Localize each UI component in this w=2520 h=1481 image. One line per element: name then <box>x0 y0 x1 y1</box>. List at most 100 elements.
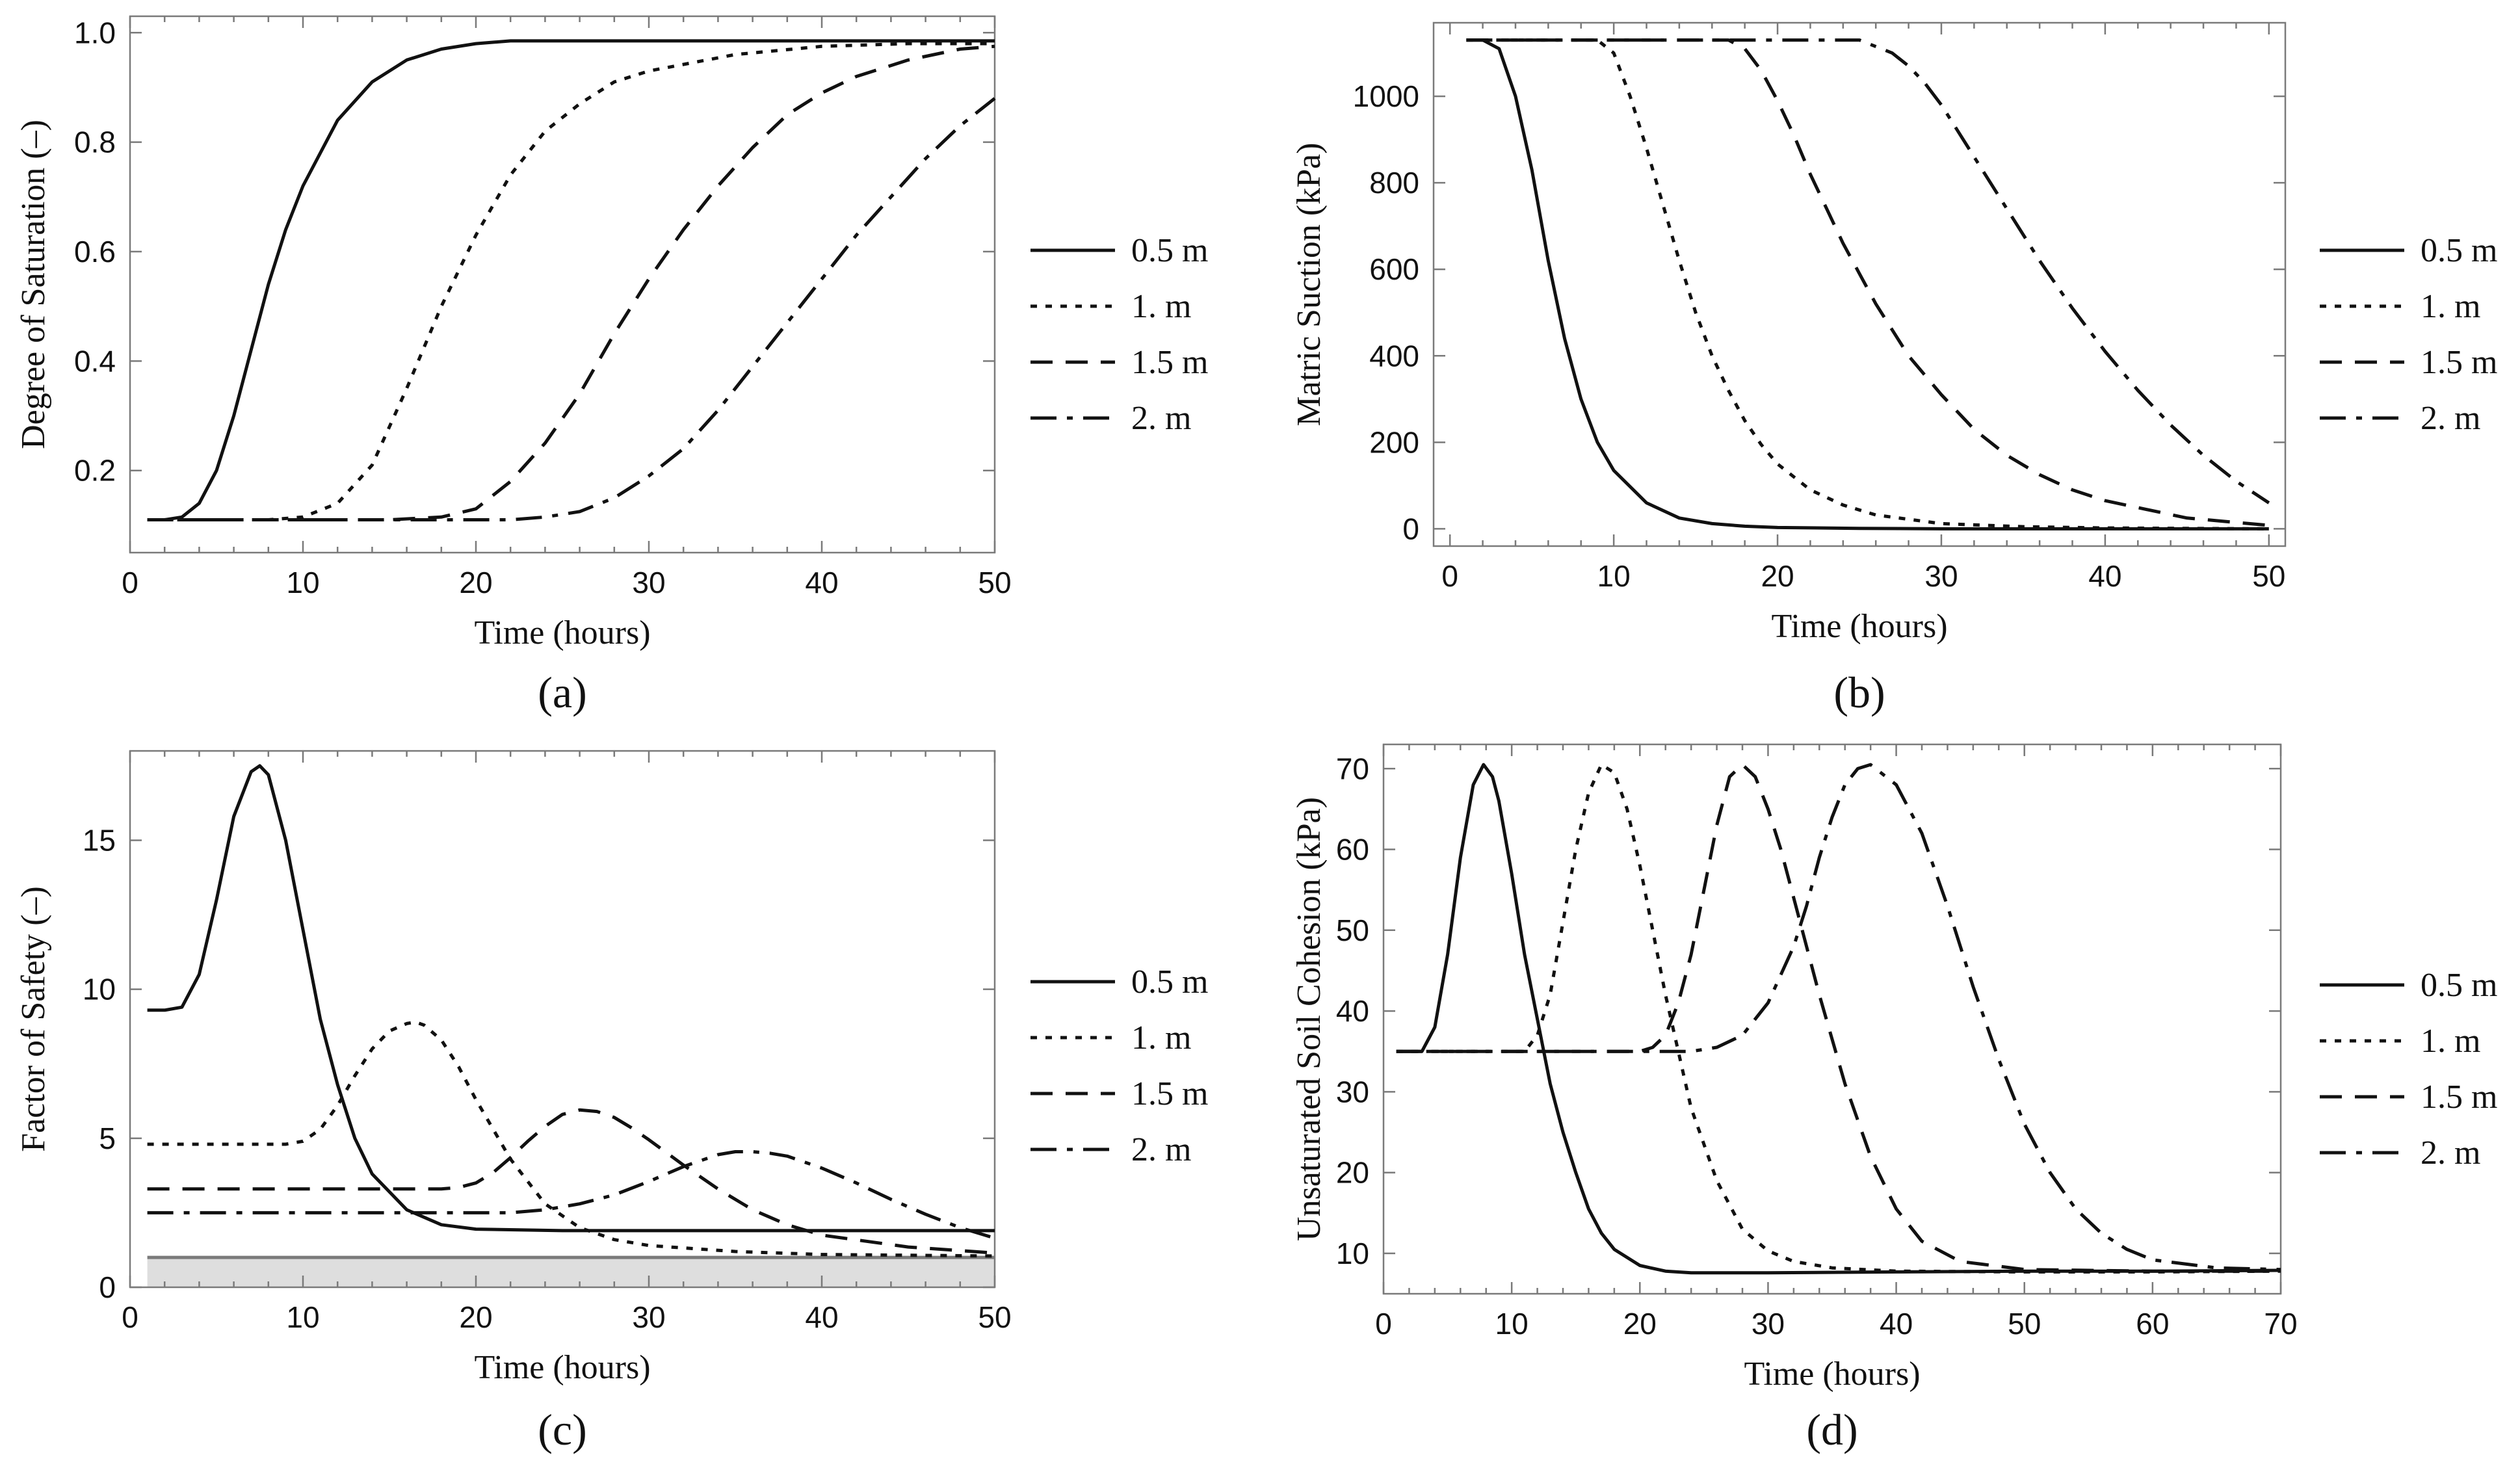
panel-a: 0 10 20 30 40 50 0.2 0.4 0.6 0.8 1.0 Time (hours) De… <box>15 15 1208 717</box>
series-line-0-5-m <box>1466 38 2269 531</box>
legend-label: 1. m <box>2421 288 2480 325</box>
x-tick-label: 40 <box>2088 559 2121 593</box>
y-tick-label: 1000 <box>1353 79 1419 113</box>
legend-label: 2. m <box>1131 1131 1191 1168</box>
safety-threshold-band <box>147 1257 995 1287</box>
panel-label: (d) <box>1806 1405 1857 1454</box>
series-line-1-m <box>147 1020 995 1258</box>
y-axis-label: Degree of Saturation (–) <box>15 120 52 449</box>
panel-b: 0 10 20 30 40 50 0 200 400 600 800 1000 Time (hours)… <box>1291 21 2497 717</box>
series-line-0-5-m <box>147 39 995 521</box>
y-tick-label: 50 <box>1336 913 1369 947</box>
y-axis-label: Matric Suction (kPa) <box>1291 142 1328 426</box>
series-line-1-5-m <box>1396 763 2281 1273</box>
x-tick-label: 70 <box>2264 1307 2297 1341</box>
legend-label: 0.5 m <box>1131 963 1208 1001</box>
series-line-1-5-m <box>1466 38 2270 527</box>
legend-label: 1. m <box>1131 288 1191 325</box>
legend-label: 2. m <box>1131 400 1191 437</box>
y-tick-label: 0 <box>1402 512 1419 545</box>
panel-label: (a) <box>538 668 586 717</box>
legend-label: 0.5 m <box>2421 967 2497 1004</box>
plot-frame <box>129 15 996 554</box>
x-tick-label: 30 <box>632 1300 665 1334</box>
legend: 0.5 m 1. m 1.5 m 2. m <box>2320 232 2497 437</box>
legend-label: 1. m <box>2421 1023 2480 1060</box>
x-tick-label: 50 <box>978 566 1011 599</box>
x-tick-label: 20 <box>459 566 492 599</box>
y-tick-label: 0 <box>99 1270 116 1304</box>
x-axis-label: Time (hours) <box>474 614 650 651</box>
x-axis-label: Time (hours) <box>1744 1356 1920 1393</box>
x-tick-label: 20 <box>1623 1307 1657 1341</box>
y-tick-label: 40 <box>1336 994 1369 1028</box>
y-tick-label: 800 <box>1369 166 1419 200</box>
series-line-0-5-m <box>147 764 995 1233</box>
x-tick-label: 20 <box>1761 559 1794 593</box>
series-line-1-m <box>1466 38 2269 531</box>
x-tick-label: 50 <box>2008 1307 2041 1341</box>
legend-label: 0.5 m <box>1131 232 1208 269</box>
x-tick-label: 10 <box>286 1300 319 1334</box>
y-axis-label: Factor of Safety (–) <box>15 886 52 1152</box>
panel-label: (b) <box>1833 668 1885 717</box>
x-axis-label: Time (hours) <box>1771 608 1947 645</box>
x-tick-label: 20 <box>459 1300 492 1334</box>
panel-d: 0 10 20 30 40 50 60 70 10 20 30 40 50 60 70 Time (hours… <box>1291 743 2497 1454</box>
y-tick-label: 70 <box>1336 752 1369 785</box>
y-tick-label: 20 <box>1336 1156 1369 1190</box>
y-tick-label: 10 <box>1336 1237 1369 1270</box>
y-tick-label: 1.0 <box>74 16 116 49</box>
legend-label: 1.5 m <box>2421 1079 2497 1116</box>
series-line-1-5-m <box>147 44 995 521</box>
x-tick-label: 40 <box>1880 1307 1913 1341</box>
x-tick-label: 10 <box>1597 559 1631 593</box>
panel-label: (c) <box>538 1405 586 1454</box>
x-tick-label: 0 <box>1441 559 1458 593</box>
x-tick-label: 30 <box>1752 1307 1785 1341</box>
y-tick-label: 600 <box>1369 252 1419 286</box>
y-tick-label: 400 <box>1369 339 1419 373</box>
x-tick-label: 0 <box>122 1300 138 1334</box>
y-tick-label: 10 <box>83 973 116 1006</box>
y-tick-label: 0.6 <box>74 235 116 269</box>
x-tick-label: 10 <box>1495 1307 1529 1341</box>
x-tick-label: 40 <box>805 1300 838 1334</box>
series-line-0-5-m <box>1396 763 2281 1275</box>
x-tick-label: 0 <box>122 566 138 599</box>
plot-frame <box>1432 21 2287 547</box>
y-tick-label: 60 <box>1336 833 1369 867</box>
legend: 0.5 m 1. m 1.5 m 2. m <box>1030 963 1208 1168</box>
y-tick-label: 30 <box>1336 1075 1369 1108</box>
x-axis-label: Time (hours) <box>474 1349 650 1386</box>
legend-label: 2. m <box>2421 1134 2480 1172</box>
x-tick-label: 50 <box>978 1300 1011 1334</box>
y-tick-label: 0.4 <box>74 344 116 378</box>
legend-label: 1.5 m <box>1131 344 1208 381</box>
legend: 0.5 m 1. m 1.5 m 2. m <box>2320 967 2497 1172</box>
y-tick-label: 0.2 <box>74 454 116 488</box>
y-tick-label: 200 <box>1369 425 1419 459</box>
series-line-2-m <box>147 1150 995 1240</box>
y-axis-label: Unsaturated Soil Cohesion (kPa) <box>1291 797 1328 1241</box>
series-line-2-m <box>1396 763 2281 1272</box>
y-tick-label: 15 <box>83 824 116 858</box>
legend-label: 1. m <box>1131 1019 1191 1056</box>
series-line-2-m <box>1466 38 2270 505</box>
x-tick-label: 0 <box>1375 1307 1392 1341</box>
legend-label: 0.5 m <box>2421 232 2497 269</box>
x-tick-label: 40 <box>805 566 838 599</box>
x-tick-label: 60 <box>2136 1307 2169 1341</box>
series-line-2-m <box>147 97 996 521</box>
plot-frame <box>129 750 996 1289</box>
legend-label: 1.5 m <box>2421 344 2497 381</box>
y-tick-label: 0.8 <box>74 125 116 159</box>
x-tick-label: 30 <box>632 566 665 599</box>
panel-c: 0 10 20 30 40 50 0 5 10 15 Time (hours) Factor of S… <box>15 750 1208 1454</box>
y-tick-label: 5 <box>99 1121 116 1155</box>
plot-frame <box>1382 743 2282 1295</box>
x-tick-label: 30 <box>1924 559 1958 593</box>
x-tick-label: 50 <box>2252 559 2285 593</box>
legend: 0.5 m 1. m 1.5 m 2. m <box>1030 232 1208 437</box>
